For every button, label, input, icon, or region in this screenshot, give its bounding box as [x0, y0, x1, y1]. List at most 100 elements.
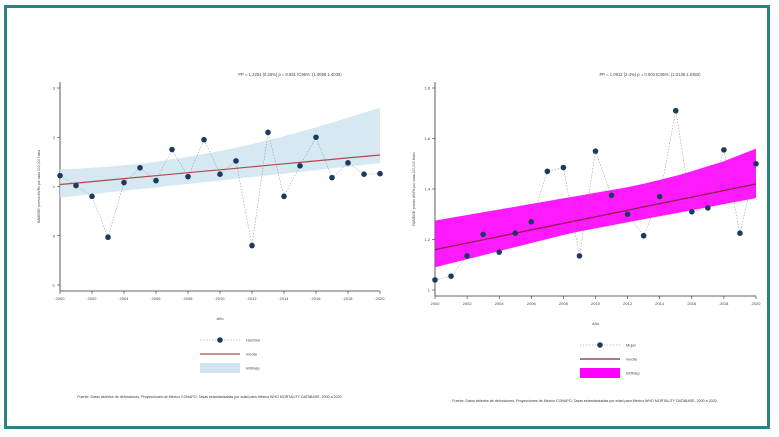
- data-point: [592, 148, 599, 154]
- x-tick-label: 2010: [591, 301, 601, 306]
- data-point: [721, 147, 727, 153]
- data-point: [249, 242, 255, 249]
- data-point: [480, 231, 486, 238]
- y-tick-label: 1.2: [424, 237, 430, 242]
- source-note: Fuente: Datos abiertos de defunciones, P…: [77, 395, 342, 399]
- y-tick-label: 1: [53, 184, 56, 189]
- data-point: [377, 170, 383, 177]
- x-tick-label: 2020: [752, 301, 762, 306]
- legend-label: IntRasp: [626, 371, 641, 376]
- x-tick-label: 2006: [152, 296, 162, 301]
- data-point: [217, 171, 223, 177]
- data-point: [281, 193, 287, 200]
- legend-swatch-point: [217, 337, 223, 343]
- x-axis-label: Año: [592, 321, 600, 326]
- data-point: [656, 193, 663, 200]
- x-tick-label: 2016: [312, 296, 322, 301]
- data-point: [737, 230, 743, 236]
- data-point: [512, 230, 519, 236]
- legend-label: IntRasp: [246, 366, 261, 371]
- confidence-band: [435, 148, 756, 268]
- data-point: [297, 163, 303, 169]
- y-tick-label: 1.4: [424, 187, 430, 192]
- data-point: [361, 171, 367, 177]
- data-point: [201, 136, 207, 143]
- data-point: [313, 134, 319, 141]
- x-tick-label: 2002: [88, 296, 98, 301]
- fit-line: [434, 183, 757, 251]
- legend-label: Mujer: [626, 343, 637, 348]
- legend-label: media: [626, 357, 638, 362]
- x-tick-label: 2012: [248, 296, 258, 301]
- data-point: [185, 173, 191, 180]
- legend-label: Hombre: [246, 338, 261, 343]
- data-point: [432, 277, 438, 283]
- fit-line: [59, 154, 381, 186]
- legend-label: media: [246, 352, 258, 357]
- data-point: [169, 146, 175, 153]
- y-tick-label: 1.6: [424, 136, 430, 141]
- data-point: [137, 164, 143, 171]
- data-point: [233, 158, 239, 164]
- x-tick-label: 2000: [56, 296, 66, 301]
- data-point: [73, 182, 79, 189]
- x-tick-label: 2006: [527, 301, 537, 306]
- x-tick-label: 2008: [559, 301, 569, 306]
- x-tick-label: 2002: [463, 301, 473, 306]
- data-point: [448, 273, 454, 279]
- y-tick-label: 3: [53, 86, 56, 91]
- data-point: [265, 129, 271, 136]
- x-tick-label: 2014: [655, 301, 665, 306]
- chart-1: PP = 1.2254 (0.26%) p = 0.551 IC95%: (1.…: [37, 72, 385, 399]
- x-tick-label: 2016: [687, 301, 697, 306]
- y-tick-label: 1: [428, 288, 431, 293]
- confidence-band: [60, 107, 380, 198]
- data-point: [689, 208, 695, 215]
- data-point: [329, 174, 335, 181]
- data-point: [753, 160, 759, 167]
- x-tick-label: 2020: [376, 296, 386, 301]
- data-point: [57, 172, 63, 179]
- x-tick-label: 2010: [216, 296, 226, 301]
- x-tick-label: 2018: [344, 296, 354, 301]
- data-point: [528, 219, 535, 225]
- legend-swatch-band: [200, 363, 240, 373]
- x-tick-label: 2008: [184, 296, 194, 301]
- legend-swatch-point: [597, 342, 603, 348]
- x-axis-label: Año: [216, 316, 224, 321]
- data-point: [121, 179, 127, 186]
- data-point: [608, 192, 615, 199]
- observed-line: [59, 132, 381, 246]
- y-tick-label: -1: [51, 283, 55, 288]
- data-point: [640, 232, 647, 239]
- x-tick-label: 2004: [120, 296, 130, 301]
- data-point: [672, 107, 679, 114]
- data-point: [496, 249, 503, 255]
- data-point: [464, 253, 470, 259]
- x-tick-label: 2004: [495, 301, 505, 306]
- chart-2: PP = 1.0912 (2.4%) p = 0.003 IC95%: (1.0…: [412, 72, 761, 403]
- data-point: [560, 164, 567, 171]
- x-tick-label: 2000: [431, 301, 441, 306]
- y-axis-label: RAMEGE: puesto AIVRs por cada 100,000 Ha…: [37, 150, 41, 224]
- x-tick-label: 2018: [719, 301, 729, 306]
- data-point: [705, 205, 711, 211]
- data-point: [345, 160, 351, 166]
- y-axis-label: RAMEGE: puesto AIVRs por cada 100,000 Ha…: [412, 152, 416, 226]
- data-point: [105, 234, 111, 241]
- y-tick-label: 1.8: [424, 86, 430, 91]
- data-point: [544, 168, 551, 175]
- stats-annotation: PP = 1.0912 (2.4%) p = 0.003 IC95%: (1.0…: [600, 72, 702, 77]
- data-point: [624, 211, 631, 218]
- x-tick-label: 2012: [623, 301, 633, 306]
- x-tick-label: 2014: [280, 296, 290, 301]
- data-point: [576, 253, 583, 259]
- stats-annotation: PP = 1.2254 (0.26%) p = 0.551 IC95%: (1.…: [238, 72, 342, 77]
- data-point: [89, 193, 95, 200]
- data-point: [153, 177, 159, 184]
- y-tick-label: 0: [53, 233, 56, 238]
- source-note: Fuente: Datos abiertos de defunciones, P…: [452, 399, 717, 403]
- y-tick-label: 2: [53, 135, 56, 140]
- legend-swatch-band: [580, 368, 620, 378]
